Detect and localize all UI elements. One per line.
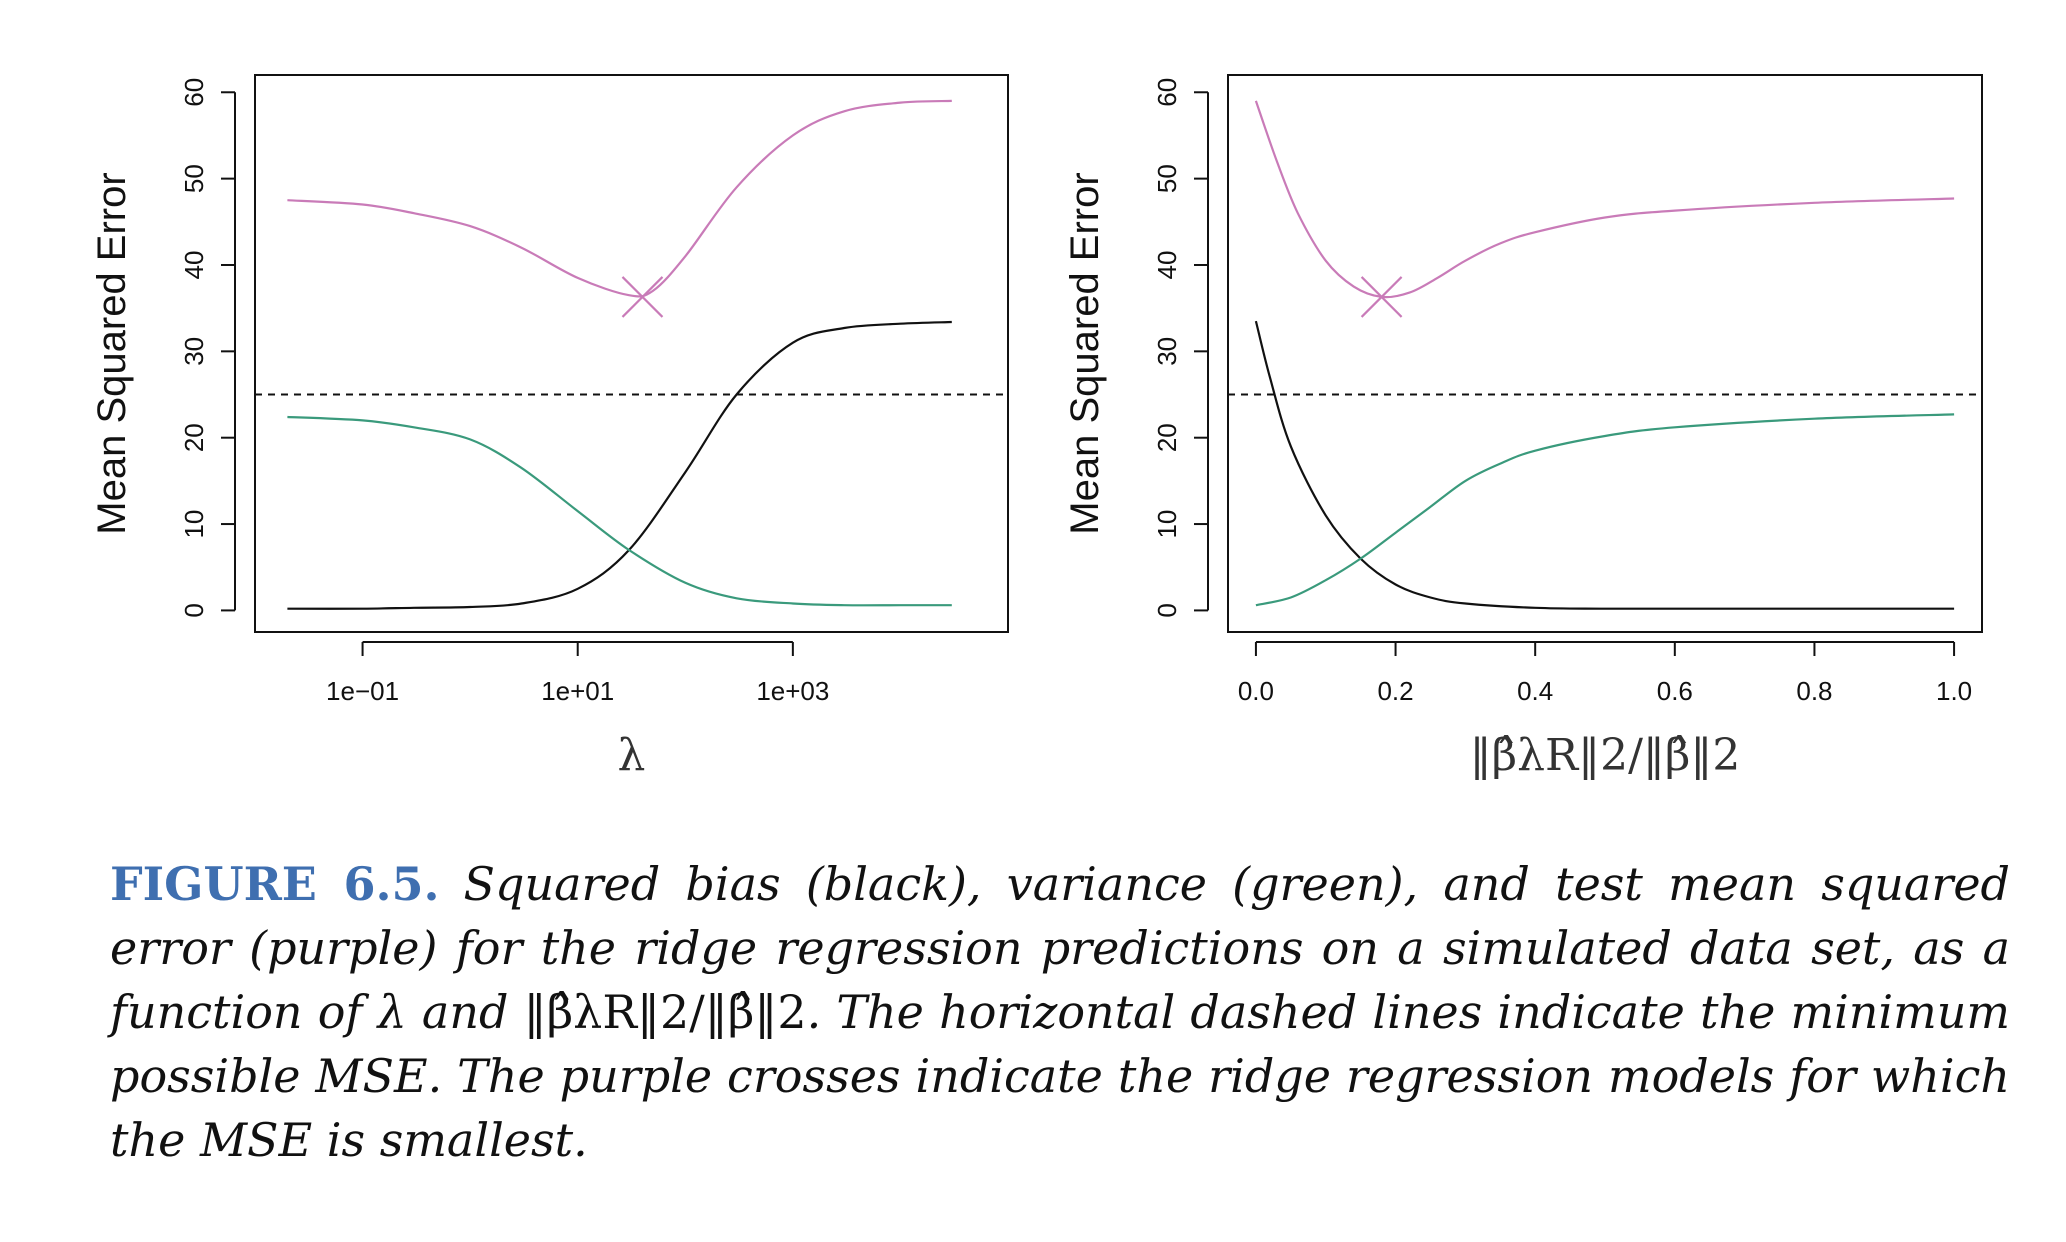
bias-series-line (1254, 320, 1955, 610)
plot-frame (1227, 74, 1983, 633)
y-tick-label: 40 (179, 251, 209, 280)
y-tick-label: 30 (1152, 337, 1182, 366)
x-tick-label: 0.2 (1377, 676, 1413, 706)
x-tick-label: 0.0 (1238, 676, 1274, 706)
y-tick-label: 20 (1152, 423, 1182, 452)
caption-norm-expression: ‖β̂λR‖2/‖β̂‖2 (523, 985, 807, 1039)
y-axis-label: Mean Squared Error (90, 172, 134, 534)
x-axis-label: ‖β̂λR‖2/‖β̂‖2 (1470, 730, 1741, 780)
y-tick-label: 60 (1152, 78, 1182, 107)
chart-panel-2: 0 10 20 30 40 50 60 Mean Squared Error 0.0 0.2 0.4… (1063, 74, 1983, 780)
x-axis-label: λ (618, 730, 646, 780)
mse-series-line (1254, 100, 1955, 299)
x-tick-label: 1e+03 (756, 676, 829, 706)
caption-text-2: . The horizontal dashed lines indicate t… (110, 985, 2010, 1167)
x-tick-label: 0.6 (1657, 676, 1693, 706)
y-tick-label: 40 (1152, 251, 1182, 280)
min-mse-cross-marker (621, 276, 664, 318)
x-tick-label: 1.0 (1936, 676, 1972, 706)
plot-frame (254, 74, 1009, 633)
variance-series-line (287, 415, 952, 607)
figure-charts: 0 10 20 30 40 50 60 Mean Squared Error 1e−01 1e+0… (90, 74, 1983, 780)
variance-series-line (1255, 413, 1955, 607)
y-tick-label: 10 (1152, 510, 1182, 539)
x-tick-label: 0.4 (1517, 676, 1553, 706)
y-axis-label: Mean Squared Error (1063, 172, 1107, 534)
y-tick-label: 20 (179, 423, 209, 452)
y-tick-label: 30 (179, 337, 209, 366)
y-tick-label: 60 (179, 78, 209, 107)
y-tick-label: 50 (179, 164, 209, 193)
x-tick-label: 1e+01 (541, 676, 614, 706)
caption-text-1: Squared bias (black), variance (green), … (110, 857, 2010, 1039)
mse-series-line (287, 99, 952, 298)
y-tick-label: 10 (179, 510, 209, 539)
bias-series-line (287, 320, 952, 610)
x-tick-label: 0.8 (1796, 676, 1832, 706)
y-tick-label: 0 (179, 603, 209, 617)
x-tick-label: 1e−01 (326, 676, 399, 706)
figure-label: FIGURE 6.5. (110, 857, 440, 911)
chart-panel-1: 0 10 20 30 40 50 60 Mean Squared Error 1e−01 1e+0… (90, 74, 1009, 780)
y-tick-label: 0 (1152, 603, 1182, 617)
y-tick-label: 50 (1152, 164, 1182, 193)
min-mse-cross-marker (1360, 276, 1403, 318)
figure-caption: FIGURE 6.5. Squared bias (black), varianc… (110, 852, 2010, 1172)
